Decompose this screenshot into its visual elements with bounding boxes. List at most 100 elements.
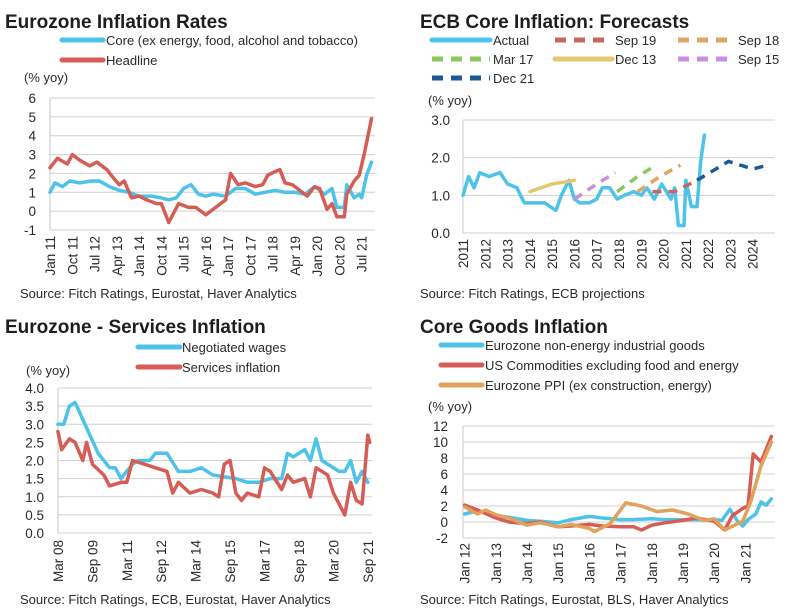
source-note: Source: Fitch Ratings, Eurostat, BLS, Ha… [420,592,729,607]
x-tick-label: 2021 [679,239,694,269]
x-tick-label: Jan 19 [676,543,691,584]
source-note: Source: Fitch Ratings, Eurostat, Haver A… [20,286,297,301]
x-tick-label: 2020 [657,239,672,269]
x-tick-label: 2012 [478,239,493,269]
series-line-dec-21 [696,159,769,182]
series-line-services-inflation [56,429,372,517]
legend-item: Eurozone PPI (ex construction, energy) [438,378,712,393]
y-tick-label: 2 [28,166,36,181]
legend-label: Core (ex energy, food, alcohol and tobac… [106,33,358,48]
legend-item: Actual [429,33,529,48]
x-tick-label: Mar 08 [51,540,66,582]
y-tick-label: 4 [28,129,36,144]
y-axis-unit-label: (% yoy) [24,70,68,85]
series-line-sep-15 [573,171,617,201]
x-tick-label: 2022 [701,239,716,269]
x-tick-label: 2019 [634,239,649,269]
x-tick-label: 2014 [523,239,538,270]
legend-item: Dec 21 [432,71,534,86]
x-tick-label: Mar 14 [189,540,204,583]
y-tick-label: 2 [440,499,448,514]
legend-label: Sep 19 [615,33,656,48]
series-line-mar-17 [616,163,658,194]
x-tick-label: Sep 09 [85,540,100,583]
x-tick-label: Apr 13 [110,236,125,276]
x-tick-label: Jan 13 [489,543,504,584]
legend-label: Dec 21 [493,71,534,86]
legend-label: Sep 18 [738,33,779,48]
legend-label: Dec 13 [615,52,656,67]
x-tick-label: 2016 [567,239,582,269]
x-tick-label: Jan 12 [458,543,473,584]
legend-item: Sep 18 [678,33,779,48]
series-line-negotiated-wages [56,400,370,485]
y-tick-label: 5 [28,110,36,125]
x-tick-label: Jan 17 [614,543,629,584]
y-axis-unit-label: (% yoy) [428,93,472,108]
y-tick-label: 12 [433,419,448,434]
y-tick-label: 1.0 [25,490,44,505]
y-tick-label: 1.5 [25,472,44,487]
series-line-dec-13 [528,178,577,194]
legend-item: Negotiated wages [135,340,287,355]
chart-title: Core Goods Inflation [420,317,608,338]
series-line-eurozone-non-energy-industrial-goods [462,497,774,528]
series-line-eurozone-ppi-ex-construction-energy [462,440,774,534]
x-tick-label: Oct 11 [65,236,80,275]
x-tick-label: Sep 15 [223,540,238,583]
legend-label: Headline [106,53,157,68]
legend-label: US Commodities excluding food and energy [485,358,739,373]
y-tick-label: 2.0 [431,151,450,166]
x-tick-label: Apr 16 [199,236,214,276]
x-tick-label: Jul 21 [355,236,370,272]
y-tick-label: 3.5 [25,399,44,414]
source-note: Source: Fitch Ratings, ECB projections [420,286,645,301]
x-tick-label: Jan 14 [132,236,147,277]
eurozone-inflation-chart: Eurozone Inflation Rates (% yoy) Source: F… [5,12,375,301]
x-tick-label: Jan 20 [707,543,722,584]
x-tick-label: 2017 [590,239,605,269]
legend-label: Actual [493,33,529,48]
legend-item: Mar 17 [432,52,533,67]
legend-item: Sep 15 [678,52,779,67]
y-tick-label: 0 [440,515,448,530]
y-axis-unit-label: (% yoy) [428,399,472,414]
x-tick-label: Oct 20 [332,236,347,276]
series-line-core-ex-energy-food-alcohol-and-tobacco [48,160,374,210]
y-tick-label: 1 [28,185,36,200]
legend-label: Negotiated wages [182,340,287,355]
y-tick-label: 8 [440,451,448,466]
x-tick-label: Jan 18 [645,543,660,584]
legend-label: Mar 17 [493,52,533,67]
chart-title: Eurozone - Services Inflation [5,317,266,338]
x-tick-label: Sep 21 [361,540,376,583]
y-tick-label: 0.0 [431,226,450,241]
series-line-sep-19 [652,178,698,194]
series-line-actual [461,133,707,228]
y-tick-label: 10 [433,435,448,450]
y-tick-label: 0 [28,204,36,219]
legend-item: Sep 19 [555,33,656,48]
x-tick-label: Jan 17 [221,236,236,277]
y-tick-label: 2.5 [25,435,44,450]
x-tick-label: Oct 14 [154,236,169,276]
y-tick-label: 2.0 [25,454,44,469]
ecb-core-forecast-chart: ECB Core Inflation: Forecasts (% yoy) Sour… [420,12,779,301]
series-line-sep-18 [636,163,682,194]
x-tick-label: 2013 [501,239,516,269]
core-goods-chart: Core Goods Inflation (% yoy) Source: Fitch… [420,317,775,607]
x-tick-label: Jan 16 [582,543,597,584]
chart-title: ECB Core Inflation: Forecasts [420,12,689,33]
legend-item: Core (ex energy, food, alcohol and tobac… [59,33,358,48]
y-tick-label: 0.0 [25,526,44,541]
x-tick-label: Mar 20 [326,540,341,582]
y-axis-unit-label: (% yoy) [26,363,70,378]
x-tick-label: Sep 12 [154,540,169,583]
chart-title: Eurozone Inflation Rates [5,12,228,33]
x-tick-label: Mar 11 [120,540,135,581]
y-tick-label: 0.5 [25,508,44,523]
x-tick-label: Jan 15 [551,543,566,584]
x-tick-label: 2023 [723,239,738,269]
x-tick-label: Mar 17 [258,540,273,582]
